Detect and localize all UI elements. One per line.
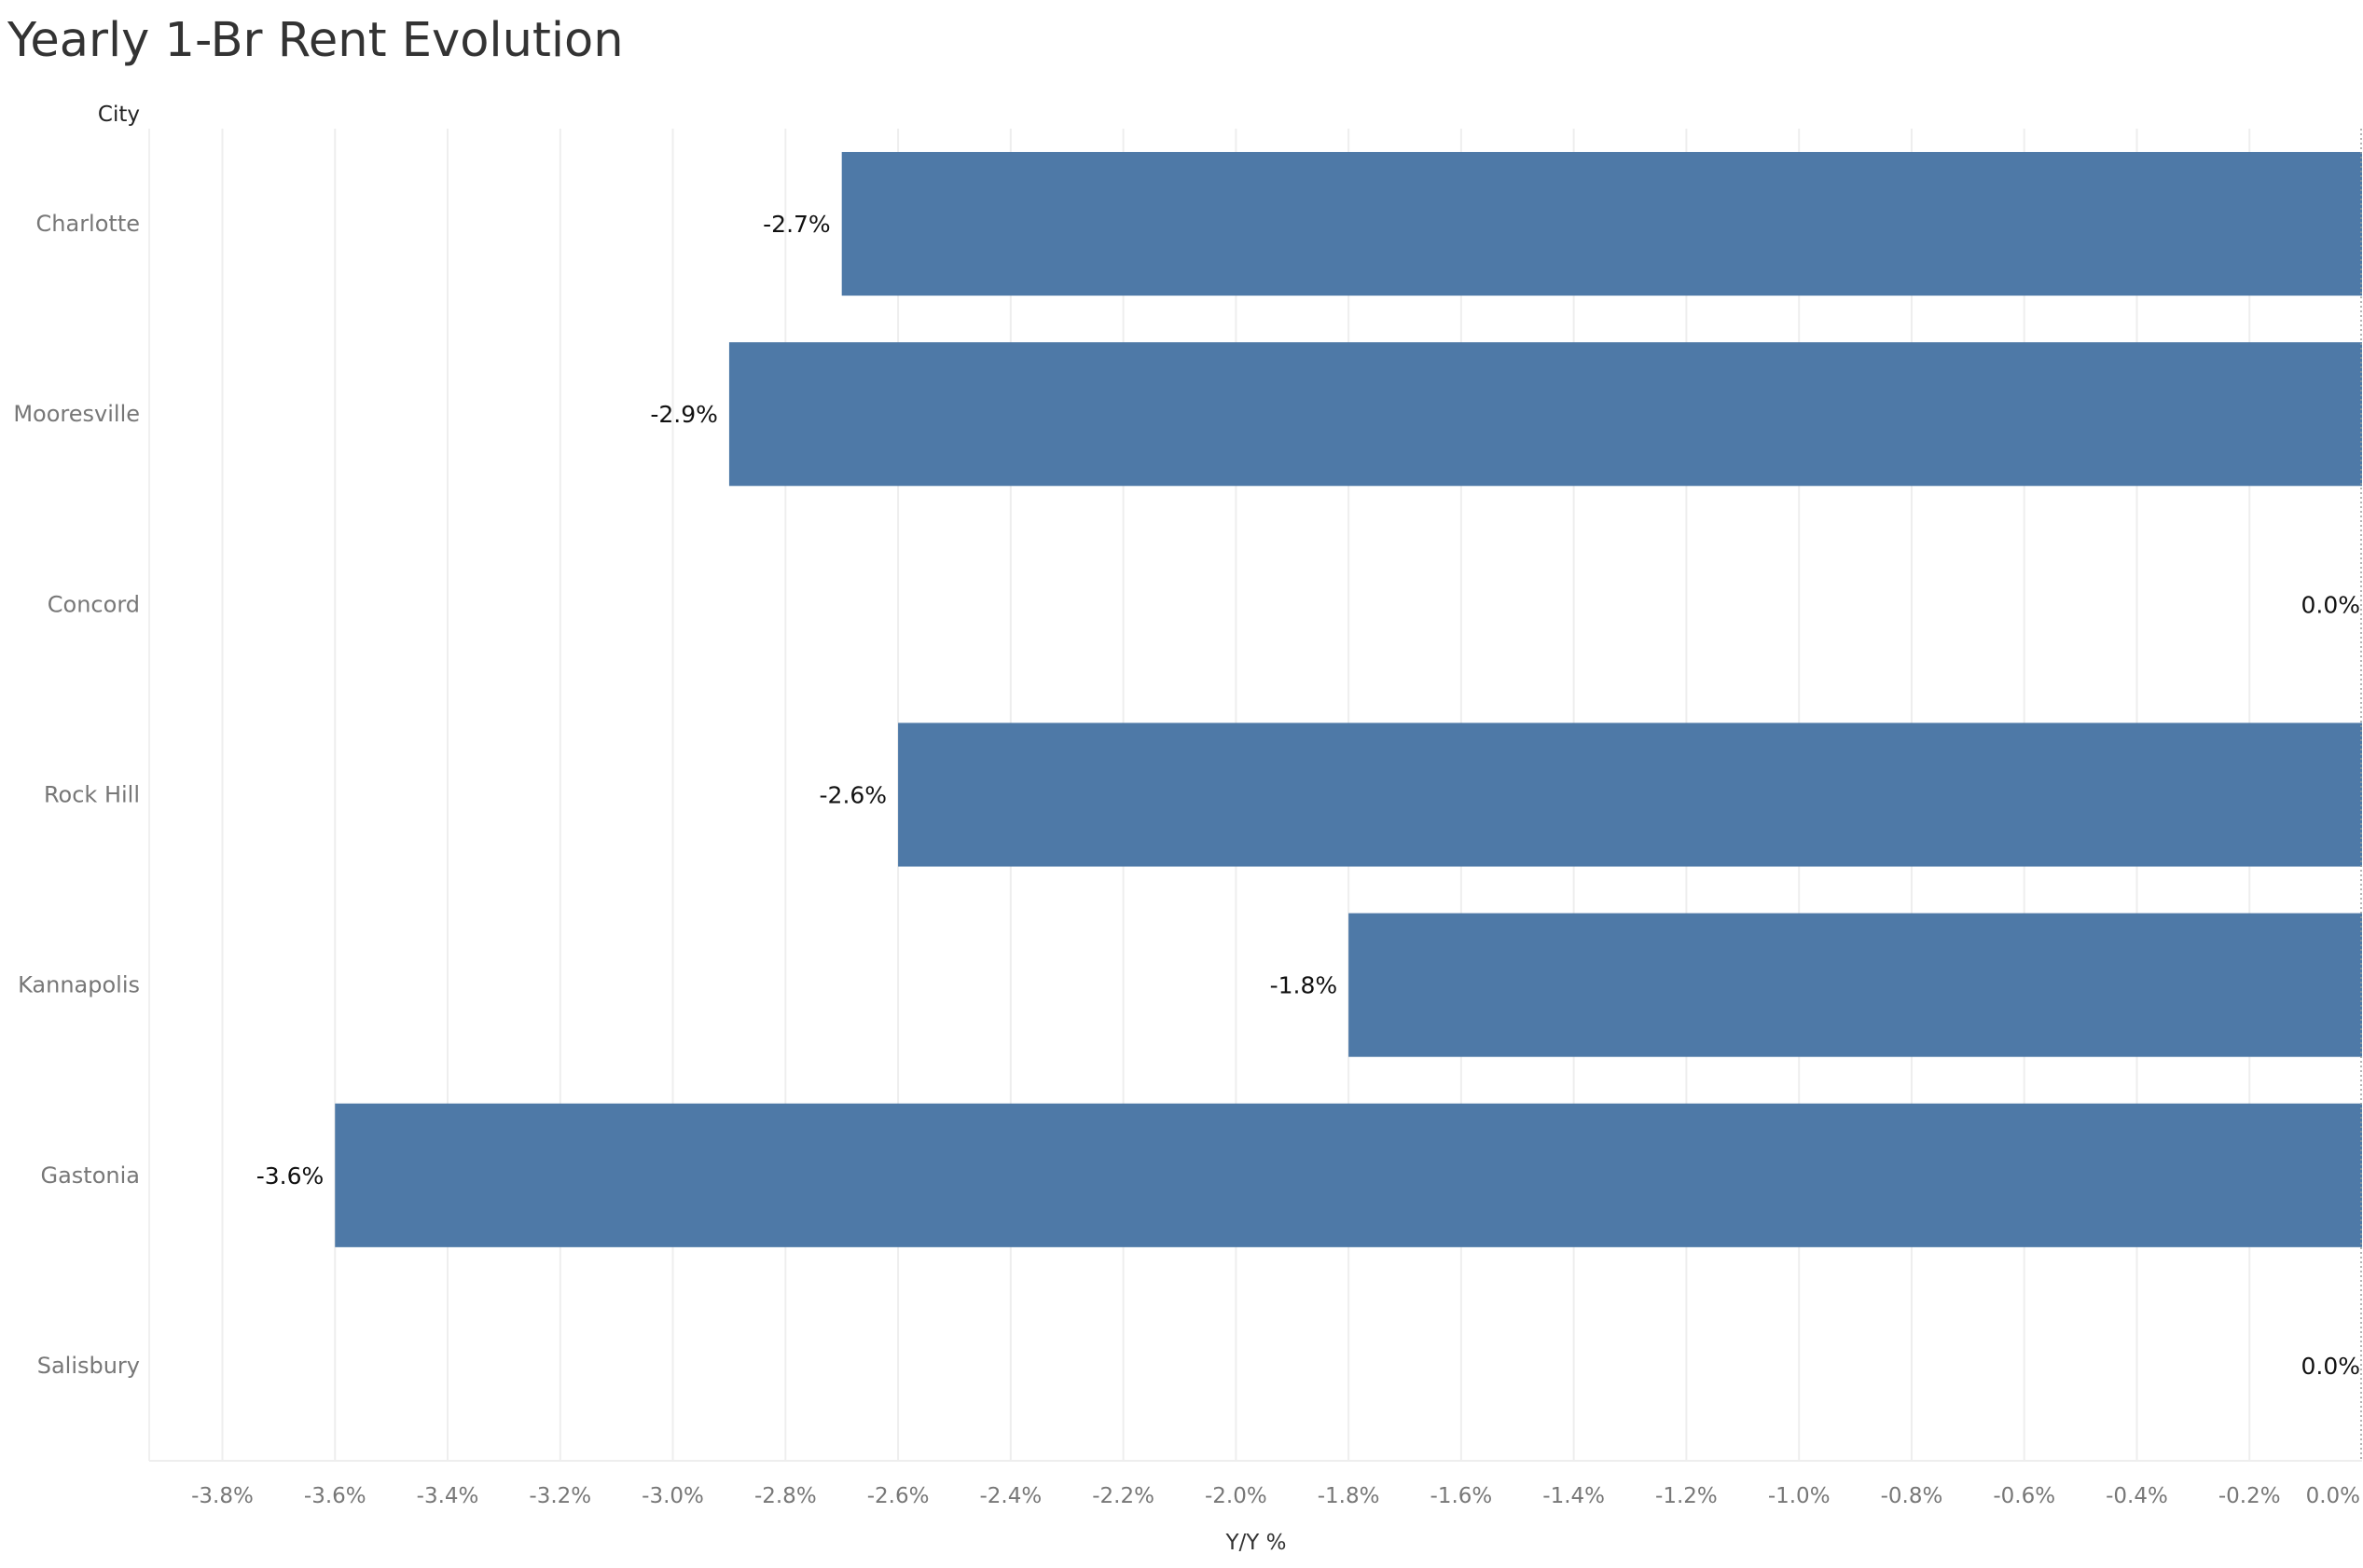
x-tick-label: -2.6% [867,1484,930,1508]
category-label: Rock Hill [44,782,140,808]
x-tick-label: -1.2% [1655,1484,1718,1508]
x-tick-label: -1.4% [1542,1484,1605,1508]
x-tick-label: -0.4% [2106,1484,2168,1508]
bar [1348,913,2362,1057]
category-label: Concord [48,591,140,617]
x-tick-label: -2.0% [1205,1484,1267,1508]
x-tick-label: -3.6% [304,1484,366,1508]
x-axis-title: Y/Y % [1224,1531,1286,1555]
x-tick-label: -0.2% [2218,1484,2281,1508]
x-tick-label: -1.8% [1318,1484,1380,1508]
x-tick-label: -0.6% [1993,1484,2055,1508]
bar [728,342,2362,487]
x-tick-label: -3.2% [529,1484,591,1508]
axes [148,129,2362,1462]
x-tick-label: -2.4% [979,1484,1042,1508]
bars [335,152,2363,1247]
labels: -3.8% -3.6% -3.4% -3.2% -3.0% -2.8% -2.6% -2.4%… [13,211,2360,1508]
row-header: City [98,103,140,127]
category-label: Salisbury [37,1353,140,1379]
x-tick-label: -0.8% [1881,1484,1943,1508]
x-tick-label: -2.8% [754,1484,817,1508]
category-label: Charlotte [36,211,140,237]
bar [335,1103,2363,1247]
bar [898,722,2362,867]
chart-title: Yearly 1-Br Rent Evolution [7,13,624,68]
data-label: 0.0% [2301,1353,2360,1380]
bar [841,152,2363,296]
x-tick-label: -3.8% [191,1484,254,1508]
x-tick-label: -1.0% [1768,1484,1831,1508]
category-label: Gastonia [41,1162,141,1189]
data-label: -2.7% [763,211,831,238]
data-label: -2.6% [820,782,888,809]
data-label: -2.9% [650,401,718,428]
category-label: Kannapolis [18,972,140,998]
data-label: 0.0% [2301,591,2360,618]
data-label: -1.8% [1270,972,1338,999]
x-tick-label: -1.6% [1430,1484,1493,1508]
category-label: Mooresville [13,401,140,427]
x-tick-label: -2.2% [1092,1484,1154,1508]
data-label: -3.6% [256,1162,325,1190]
x-tick-label: 0.0% [2306,1484,2360,1508]
x-tick-label: -3.0% [642,1484,704,1508]
x-tick-label: -3.4% [417,1484,479,1508]
